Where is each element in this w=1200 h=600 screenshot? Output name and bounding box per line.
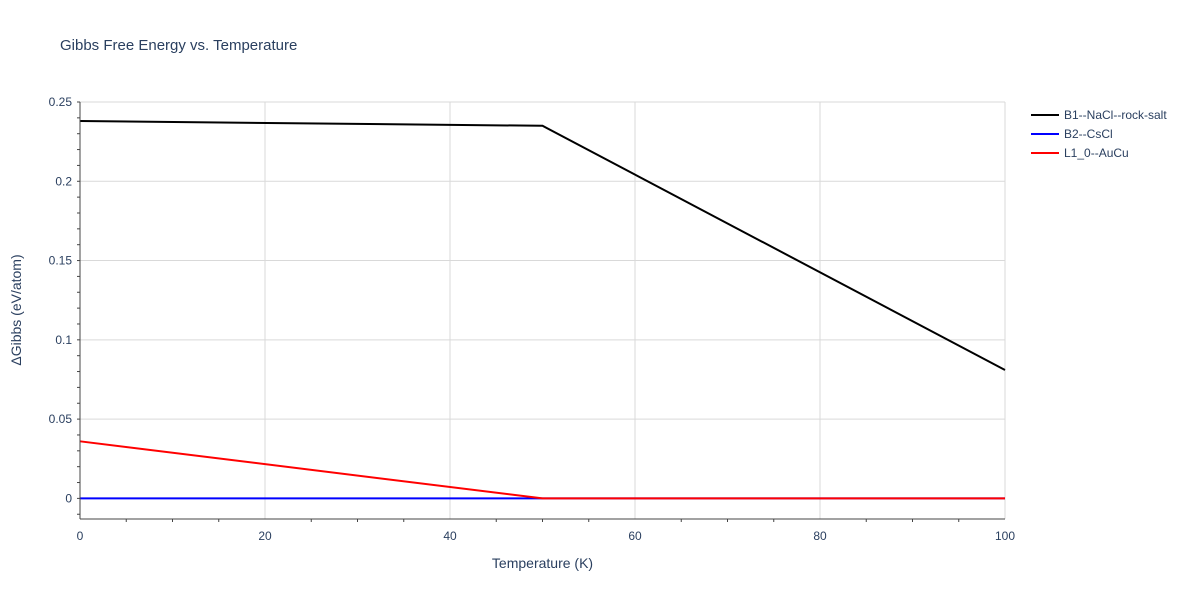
legend-label-2[interactable]: L1_0--AuCu [1064, 146, 1129, 160]
y-axis-title: ΔGibbs (eV/atom) [8, 254, 24, 365]
series-line-0 [79, 120, 1006, 371]
y-tick-label: 0.25 [49, 95, 73, 109]
grid-layer [79, 101, 1006, 519]
x-tick-label: 100 [995, 529, 1015, 543]
x-axis-title: Temperature (K) [492, 555, 593, 571]
y-tick-label: 0.15 [49, 254, 73, 268]
series-line-2 [79, 440, 1005, 500]
x-tick-label: 0 [77, 529, 84, 543]
y-tick-label: 0 [65, 491, 72, 505]
y-tick-label: 0.2 [55, 174, 72, 188]
legend: B1--NaCl--rock-salt B2--CsCl L1_0--AuCu [1031, 108, 1167, 160]
legend-label-0[interactable]: B1--NaCl--rock-salt [1064, 108, 1167, 122]
chart-title: Gibbs Free Energy vs. Temperature [60, 37, 297, 54]
x-tick-label: 60 [628, 529, 642, 543]
y-tick-label: 0.1 [55, 333, 72, 347]
series-layer [79, 120, 1006, 500]
x-tick-label: 20 [258, 529, 272, 543]
x-tick-label: 40 [443, 529, 457, 543]
axis-layer: 0 20 40 60 80 100 0 0.05 0.1 0.15 0.2 0.25 [49, 95, 1016, 543]
legend-label-1[interactable]: B2--CsCl [1064, 127, 1113, 141]
y-tick-label: 0.05 [49, 412, 73, 426]
x-tick-label: 80 [813, 529, 827, 543]
